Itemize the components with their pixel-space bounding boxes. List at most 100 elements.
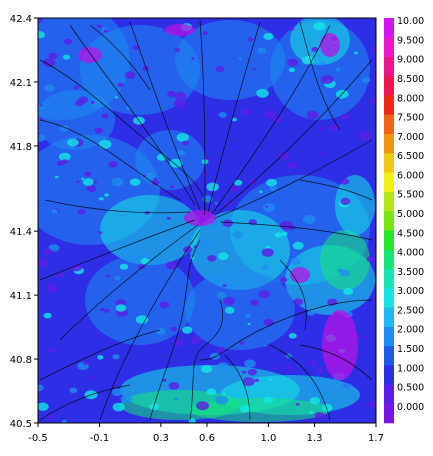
- field-speckle: [356, 403, 361, 406]
- field-region: [100, 195, 200, 265]
- field-speckle: [263, 396, 274, 404]
- colorbar-segment: [384, 114, 394, 135]
- field-speckle: [342, 383, 353, 390]
- field-speckle: [114, 96, 118, 99]
- field-speckle: [339, 269, 350, 277]
- field-speckle: [247, 37, 254, 42]
- field-peak: [165, 24, 195, 36]
- field-speckle: [45, 284, 59, 293]
- field-patches: [38, 18, 376, 423]
- colorbar-label: 4.000: [397, 248, 424, 259]
- colorbar-label: 10.00: [397, 16, 424, 27]
- field-speckle: [94, 127, 104, 134]
- streamline: [199, 299, 373, 361]
- streamline: [269, 344, 331, 421]
- field-speckle: [292, 241, 304, 250]
- streamline: [189, 299, 224, 421]
- x-tick-label: 1.0: [261, 433, 277, 444]
- colorbar-segment: [384, 210, 394, 231]
- x-tick-label: 1.3: [307, 433, 323, 444]
- field-speckle: [112, 402, 125, 412]
- field-speckle: [81, 177, 85, 180]
- field-speckle: [206, 388, 217, 396]
- field-speckle: [201, 173, 207, 177]
- field-speckle: [239, 341, 245, 345]
- field-speckle: [38, 134, 46, 142]
- field-speckle: [190, 336, 202, 345]
- field-speckle: [288, 333, 297, 339]
- field-speckle: [165, 261, 178, 270]
- field-speckle: [142, 65, 150, 71]
- colorbar-segment: [384, 153, 394, 173]
- field-speckle: [115, 299, 127, 307]
- field-speckle: [263, 318, 274, 326]
- field-speckle: [38, 258, 48, 268]
- field-speckle: [306, 110, 319, 120]
- streamline: [219, 221, 373, 241]
- field-speckle: [120, 394, 133, 404]
- colorbar-label: 9.000: [397, 55, 424, 66]
- field-speckle: [263, 344, 267, 347]
- streamline: [39, 119, 181, 201]
- streamline: [211, 24, 331, 215]
- streamline: [214, 59, 373, 216]
- field-speckle: [290, 257, 301, 265]
- field-speckle: [89, 376, 95, 380]
- colorbar-segment: [384, 230, 394, 250]
- streamline: [99, 229, 201, 421]
- streamline: [299, 21, 341, 131]
- field-speckle: [173, 338, 185, 347]
- field-speckle: [67, 138, 79, 147]
- field-speckle: [61, 419, 67, 423]
- streamline: [299, 344, 373, 381]
- field-speckle: [309, 397, 321, 405]
- field-speckle: [103, 29, 109, 33]
- field-speckle: [320, 75, 334, 85]
- field-peak: [184, 210, 216, 226]
- field-speckle: [262, 264, 270, 270]
- field-speckle: [223, 297, 235, 306]
- colorbar-segment: [384, 37, 394, 57]
- field-speckle: [43, 248, 54, 256]
- field-speckle: [311, 47, 319, 52]
- field-peak: [322, 310, 358, 380]
- streamlines: [39, 19, 373, 421]
- field-speckle: [287, 161, 298, 169]
- y-tick-label: 40.8: [10, 355, 32, 366]
- field-speckle: [200, 240, 212, 248]
- field-speckle: [279, 277, 288, 283]
- field-speckle: [124, 71, 136, 79]
- field-speckle: [231, 117, 237, 122]
- field-speckle: [233, 179, 243, 186]
- field-speckle: [316, 368, 325, 374]
- colorbar-label: 0.000: [397, 402, 424, 413]
- field-speckle: [307, 310, 316, 316]
- field-region: [190, 210, 290, 290]
- field-speckle: [43, 58, 56, 67]
- field-speckle: [358, 334, 364, 339]
- field-speckle: [153, 177, 158, 181]
- field-speckle: [114, 276, 121, 281]
- field-speckle: [155, 328, 166, 335]
- field-speckle: [39, 117, 44, 120]
- field-speckle: [38, 18, 43, 23]
- field-speckle: [69, 387, 78, 394]
- field-speckle: [225, 306, 235, 314]
- field-speckle: [83, 361, 89, 365]
- field-speckle: [273, 116, 282, 123]
- field-speckle: [196, 401, 210, 411]
- field-peak: [78, 47, 102, 63]
- field-speckle: [58, 152, 71, 161]
- field-speckle: [302, 215, 316, 224]
- field-speckle: [162, 378, 167, 382]
- x-tick-label: 0.3: [153, 433, 169, 444]
- streamline: [214, 139, 373, 219]
- field-speckle: [38, 384, 44, 392]
- field-speckle: [38, 31, 46, 39]
- streamline: [39, 384, 131, 421]
- field-speckle: [335, 67, 341, 72]
- field-speckle: [183, 246, 193, 253]
- field-speckle: [321, 403, 333, 412]
- field-speckle: [173, 397, 179, 401]
